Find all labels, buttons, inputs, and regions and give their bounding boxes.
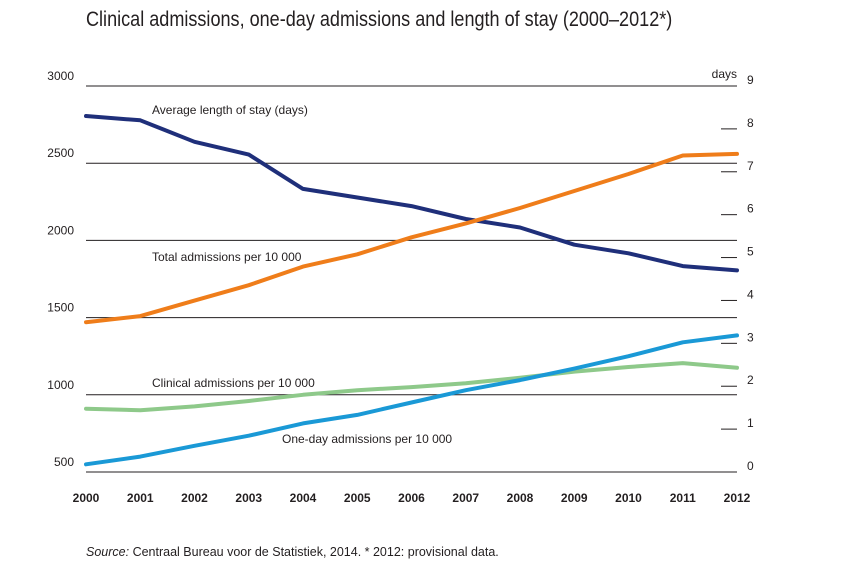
annotation-average-length-of-stay: Average length of stay (days): [152, 103, 308, 117]
right-tick-label-2: 2: [747, 373, 754, 387]
series-line-0: [84, 114, 739, 273]
x-tick-label-2008: 2008: [507, 491, 534, 505]
left-tick-label-3000: 3000: [47, 69, 74, 83]
x-tick-label-2004: 2004: [290, 491, 317, 505]
x-tick-label-2009: 2009: [561, 491, 588, 505]
chart-title: Clinical admissions, one-day admissions …: [86, 8, 673, 31]
left-tick-label-2000: 2000: [47, 223, 74, 237]
x-tick-label-2012: 2012: [724, 491, 751, 505]
right-axis-tick-labels: 0 1 2 3 4 5 6 7 8 9: [747, 73, 754, 473]
annotation-total-admissions: Total admissions per 10 000: [152, 250, 302, 264]
right-tick-label-5: 5: [747, 245, 754, 259]
right-tick-label-0: 0: [747, 459, 754, 473]
source-label: Source:: [86, 545, 130, 559]
source-note: Source: Centraal Bureau voor de Statisti…: [86, 545, 499, 559]
x-tick-label-2010: 2010: [615, 491, 642, 505]
right-tick-label-4: 4: [747, 287, 754, 301]
x-tick-label-2001: 2001: [127, 491, 154, 505]
left-axis-tick-labels: 500 1000 1500 2000 2500 3000: [47, 69, 74, 469]
right-tick-label-1: 1: [747, 416, 754, 430]
x-axis-tick-labels: 2000 2001 2002 2003 2004 2005 2006 2007 2008 2009…: [73, 491, 751, 505]
series-line-3: [84, 333, 739, 467]
x-tick-label-2011: 2011: [670, 491, 696, 505]
right-tick-label-7: 7: [747, 159, 754, 173]
series-lines: [84, 114, 739, 467]
x-tick-label-2007: 2007: [452, 491, 479, 505]
right-axis-title: days: [712, 67, 737, 81]
annotation-one-day-admissions: One-day admissions per 10 000: [282, 432, 452, 446]
x-tick-label-2005: 2005: [344, 491, 371, 505]
series-annotations: Average length of stay (days) Total admi…: [152, 103, 452, 446]
x-tick-label-2000: 2000: [73, 491, 100, 505]
x-tick-label-2006: 2006: [398, 491, 425, 505]
right-tick-label-6: 6: [747, 202, 754, 216]
right-tick-label-9: 9: [747, 73, 754, 87]
right-tick-label-8: 8: [747, 116, 754, 130]
left-tick-label-500: 500: [54, 455, 74, 469]
x-tick-label-2003: 2003: [235, 491, 262, 505]
left-tick-label-2500: 2500: [47, 146, 74, 160]
right-tick-label-3: 3: [747, 330, 754, 344]
series-line-1: [84, 151, 739, 325]
gridlines: [86, 85, 737, 473]
left-tick-label-1500: 1500: [47, 301, 74, 315]
series-line-2: [84, 361, 739, 413]
source-text: Centraal Bureau voor de Statistiek, 2014…: [129, 545, 499, 559]
right-axis-ticks: [721, 128, 737, 430]
annotation-clinical-admissions: Clinical admissions per 10 000: [152, 376, 315, 390]
left-tick-label-1000: 1000: [47, 378, 74, 392]
x-tick-label-2002: 2002: [181, 491, 208, 505]
